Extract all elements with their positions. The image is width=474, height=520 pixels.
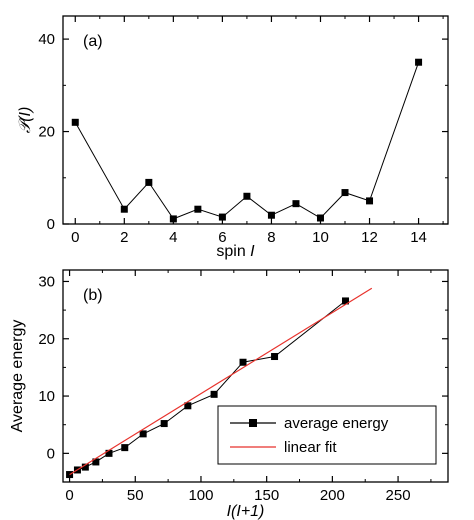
data-point	[239, 358, 247, 366]
data-point	[105, 449, 113, 457]
x-tick-label: 100	[188, 487, 213, 504]
data-point	[145, 178, 153, 186]
x-tick-label: 4	[169, 229, 177, 246]
data-point	[66, 471, 74, 479]
x-tick-label: 0	[71, 229, 79, 246]
data-point	[210, 390, 218, 398]
data-point	[316, 214, 324, 222]
data-point	[194, 205, 202, 213]
x-tick-label: 150	[254, 487, 279, 504]
y-tick-label: 40	[38, 31, 55, 48]
data-point	[267, 211, 275, 219]
x-axis-label: I(I+1)	[227, 503, 265, 520]
x-tick-label: 0	[65, 487, 73, 504]
data-point	[342, 297, 350, 305]
panel-label: (b)	[83, 287, 103, 304]
x-axis-label: spin I	[216, 243, 255, 260]
panel-b: 0 50 100 150 200 250 0 10 20 30 (b) I(I+1) Average e…	[9, 269, 449, 520]
x-tick-label: 10	[312, 229, 329, 246]
x-tick-label: 12	[361, 229, 378, 246]
data-point	[121, 444, 129, 452]
x-tick-label: 50	[127, 487, 144, 504]
y-axis-label: Average energy	[9, 320, 26, 433]
data-point	[243, 192, 251, 200]
x-tick-label: 6	[218, 229, 226, 246]
data-point	[341, 189, 349, 197]
x-axis-label-prefix: spin	[216, 243, 250, 260]
data-point	[292, 200, 300, 208]
data-point	[415, 58, 423, 66]
legend-box	[217, 405, 437, 465]
panel-a: 0 2 4 6 8 10 12 14 0 20 40 (a) spin I 𝒫(I)	[17, 15, 449, 260]
x-tick-label: 14	[410, 229, 427, 246]
legend-label: linear fit	[284, 439, 337, 456]
data-point	[81, 463, 89, 471]
x-tick-label: 250	[386, 487, 411, 504]
data-point	[271, 353, 279, 361]
y-tick-label: 10	[38, 388, 55, 405]
data-point	[160, 420, 168, 428]
plot-frame	[62, 269, 449, 483]
y-tick-label: 30	[38, 273, 55, 290]
data-point	[184, 402, 192, 410]
data-point	[92, 458, 100, 466]
data-point	[71, 118, 79, 126]
plot-frame	[62, 15, 449, 225]
x-tick-label: 8	[267, 229, 275, 246]
y-tick-label: 20	[38, 124, 55, 141]
legend-marker	[249, 419, 257, 427]
x-tick-label: 2	[120, 229, 128, 246]
legend-label: average energy	[284, 415, 389, 432]
panel-label: (a)	[83, 33, 103, 50]
x-tick-label: 200	[320, 487, 345, 504]
data-point	[169, 215, 177, 223]
y-tick-label: 0	[47, 445, 55, 462]
y-axis-label: 𝒫(I)	[17, 107, 34, 134]
data-point	[120, 205, 128, 213]
x-axis-label-var: I	[250, 243, 255, 260]
y-tick-label: 0	[47, 216, 55, 233]
y-tick-label: 20	[38, 331, 55, 348]
series-line-linear-fit	[69, 287, 373, 476]
data-point	[366, 197, 374, 205]
data-point	[218, 213, 226, 221]
data-point	[139, 430, 147, 438]
